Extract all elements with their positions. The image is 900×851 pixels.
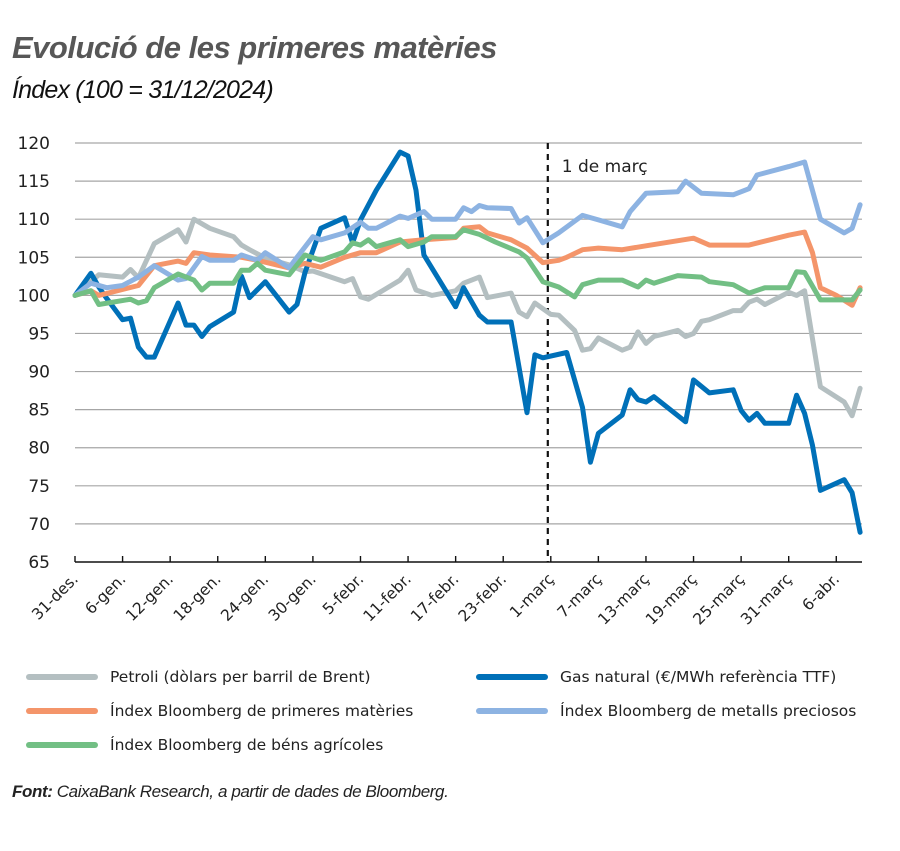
x-tick-label: 30-gen. [265,570,320,625]
x-tick-label: 11-febr. [360,570,415,625]
x-tick-label: 13-març [594,570,652,628]
legend-label: Gas natural (€/MWh referència TTF) [560,668,837,686]
source-text: CaixaBank Research, a partir de dades de… [52,782,449,801]
line-chart: 65 70 75 80 85 90 95 100 105 110 115 120 31-des. 6-ge… [18,134,863,628]
y-tick-label: 85 [28,401,50,421]
legend: Petroli (dòlars per barril de Brent) Gas… [0,660,900,760]
y-tick-label: 75 [28,477,50,497]
y-tick-label: 90 [28,363,50,383]
y-tick-label: 65 [28,553,50,573]
x-tick-label: 24-gen. [217,570,272,625]
series-line-0 [72,216,863,419]
legend-swatch [26,742,98,748]
chart-title: Evolució de les primeres matèries [12,30,497,65]
x-tick-label: 12-gen. [122,570,177,625]
series-line-4 [72,227,863,307]
x-tick-label: 25-març [690,570,748,628]
x-tick-label: 19-març [642,570,700,628]
series-line-1 [72,149,863,535]
y-tick-label: 110 [18,210,50,230]
legend-swatch [476,674,548,680]
series-line-2 [72,224,863,308]
x-tick-label: 1-març [506,570,557,621]
source-note: Font: CaixaBank Research, a partir de da… [12,782,449,802]
y-tick-label: 95 [28,324,50,344]
legend-swatch [26,674,98,680]
x-tick-label: 31-des. [28,570,82,624]
x-tick-label: 31-març [737,570,795,628]
x-tick-label: 6-abr. [799,570,843,614]
y-tick-label: 80 [28,439,50,459]
legend-item-primeres-materies: Índex Bloomberg de primeres matèries [26,702,413,720]
y-tick-label: 105 [18,248,50,268]
x-tick-label: 18-gen. [170,570,225,625]
legend-label: Índex Bloomberg de béns agrícoles [110,736,384,754]
y-tick-label: 70 [28,515,50,535]
legend-swatch [476,708,548,714]
source-label: Font: [12,782,53,801]
y-tick-label: 100 [18,286,50,306]
x-tick-label: 6-gen. [82,570,130,618]
legend-item-bens-agricoles: Índex Bloomberg de béns agrícoles [26,736,383,754]
legend-label: Petroli (dòlars per barril de Brent) [110,668,371,686]
legend-item-metalls-preciosos: Índex Bloomberg de metalls preciosos [476,702,856,720]
legend-label: Índex Bloomberg de metalls preciosos [560,702,857,720]
x-tick-label: 23-febr. [455,570,510,625]
chart-subtitle: Índex (100 = 31/12/2024) [12,76,274,104]
legend-item-gas-natural: Gas natural (€/MWh referència TTF) [476,668,836,686]
y-tick-label: 120 [18,134,50,154]
legend-label: Índex Bloomberg de primeres matèries [110,702,414,720]
legend-swatch [26,708,98,714]
legend-item-petroli: Petroli (dòlars per barril de Brent) [26,668,371,686]
y-tick-label: 115 [18,172,50,192]
annotation-label: 1 de març [562,157,648,177]
series-line-3 [72,159,863,298]
x-tick-label: 17-febr. [407,570,462,625]
